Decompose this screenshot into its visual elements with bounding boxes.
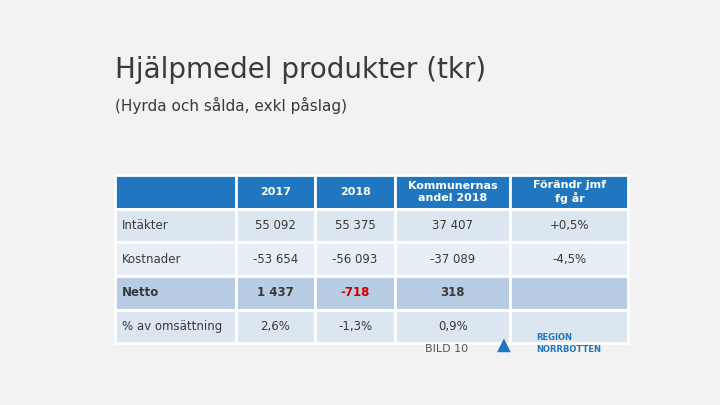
Bar: [510, 175, 629, 209]
Bar: [395, 309, 510, 343]
Bar: [115, 209, 235, 242]
Bar: [315, 209, 395, 242]
Text: -4,5%: -4,5%: [552, 253, 587, 266]
Text: -53 654: -53 654: [253, 253, 298, 266]
Text: -56 093: -56 093: [333, 253, 378, 266]
Bar: [510, 242, 629, 276]
Text: +0,5%: +0,5%: [549, 219, 589, 232]
Text: Intäkter: Intäkter: [122, 219, 168, 232]
Bar: [235, 175, 315, 209]
Bar: [115, 309, 235, 343]
Bar: [235, 242, 315, 276]
Bar: [315, 175, 395, 209]
Text: 55 375: 55 375: [335, 219, 376, 232]
Text: -37 089: -37 089: [430, 253, 475, 266]
Text: 0,9%: 0,9%: [438, 320, 467, 333]
Text: -718: -718: [341, 286, 370, 299]
Text: (Hyrda och sålda, exkl påslag): (Hyrda och sålda, exkl påslag): [115, 97, 347, 114]
Text: 1 437: 1 437: [257, 286, 294, 299]
Bar: [315, 309, 395, 343]
Text: Kommunernas
andel 2018: Kommunernas andel 2018: [408, 181, 498, 202]
Text: % av omsättning: % av omsättning: [122, 320, 222, 333]
Bar: [395, 242, 510, 276]
Bar: [395, 276, 510, 309]
Bar: [235, 309, 315, 343]
Bar: [510, 276, 629, 309]
Bar: [395, 209, 510, 242]
Bar: [510, 309, 629, 343]
Text: 2018: 2018: [340, 187, 371, 197]
Text: REGION
NORRBOTTEN: REGION NORRBOTTEN: [536, 333, 601, 354]
Text: Hjälpmedel produkter (tkr): Hjälpmedel produkter (tkr): [115, 56, 486, 84]
Text: 2017: 2017: [260, 187, 291, 197]
Bar: [510, 209, 629, 242]
Text: 55 092: 55 092: [255, 219, 296, 232]
Bar: [395, 175, 510, 209]
Text: Netto: Netto: [122, 286, 159, 299]
Text: ▲: ▲: [498, 336, 511, 354]
Text: 318: 318: [441, 286, 465, 299]
Text: -1,3%: -1,3%: [338, 320, 372, 333]
Bar: [115, 175, 235, 209]
Text: Kostnader: Kostnader: [122, 253, 181, 266]
Text: 2,6%: 2,6%: [261, 320, 290, 333]
Bar: [235, 209, 315, 242]
Text: Förändr jmf
fg år: Förändr jmf fg år: [533, 180, 606, 204]
Bar: [235, 276, 315, 309]
Bar: [115, 276, 235, 309]
Bar: [315, 242, 395, 276]
Bar: [115, 242, 235, 276]
Bar: [315, 276, 395, 309]
Text: BILD 10: BILD 10: [425, 343, 468, 354]
Text: 37 407: 37 407: [432, 219, 473, 232]
